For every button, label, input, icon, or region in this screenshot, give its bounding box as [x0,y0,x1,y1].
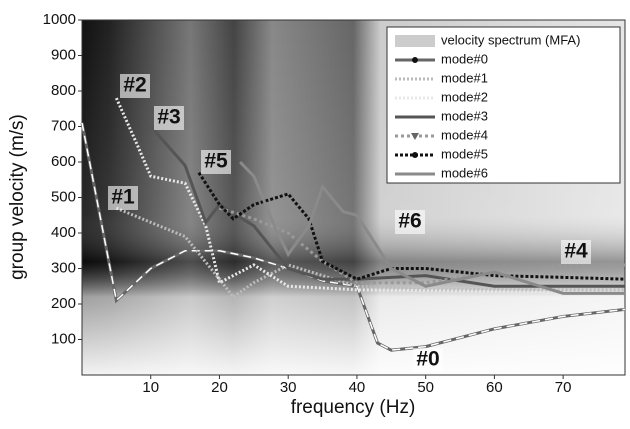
x-tick-label: 10 [142,379,159,396]
y-tick-label: 300 [51,259,76,276]
annotation: #5 [204,150,228,173]
mode-line [239,160,625,295]
annotation: #1 [111,186,135,209]
annotation: #0 [416,348,439,371]
annotation: #6 [398,210,421,233]
legend-label: mode#2 [441,89,488,104]
x-tick-label: 40 [349,379,366,396]
mode-line [114,97,626,295]
annotation: #3 [157,106,180,129]
legend-box [386,26,621,184]
x-tick-label: 20 [211,379,228,396]
mode-line [197,171,626,281]
legend-swatch [395,35,435,47]
y-tick-label: 1000 [43,11,76,28]
annotation-bg [201,150,231,174]
mode-line [149,125,625,288]
y-tick-label: 600 [51,153,76,170]
y-tick-label: 500 [51,188,76,205]
y-tick-label: 400 [51,224,76,241]
y-axis-label: group velocity (m/s) [7,114,28,280]
legend-label: mode#4 [441,127,488,142]
y-tick-label: 900 [51,46,76,63]
legend-label: mode#0 [441,51,488,66]
x-tick-label: 50 [417,379,434,396]
y-tick-label: 100 [51,330,76,347]
x-tick-label: 30 [280,379,297,396]
x-tick-label: 70 [555,379,572,396]
annotation-bg [108,186,138,210]
annotation-bg [395,210,425,234]
mode-line [115,206,625,299]
y-tick-label: 800 [51,82,76,99]
legend: velocity spectrum (MFA) mode#0 mode#1 mode#… [386,26,621,184]
x-tick-label: 60 [486,379,503,396]
x-axis-label: frequency (Hz) [291,397,416,418]
annotation: #2 [123,74,146,97]
annotation: #4 [564,240,588,263]
legend-label: mode#6 [441,165,488,180]
y-tick-label: 200 [51,295,76,312]
legend-label: mode#1 [441,70,488,85]
mode-line-highlight [81,122,626,351]
annotation-bg [120,74,150,98]
legend-marker [412,152,418,158]
annotation-bg [561,240,591,264]
legend-marker [412,57,418,63]
mode-line [219,206,625,285]
y-tick-label: 700 [51,117,76,134]
legend-label: velocity spectrum (MFA) [441,32,580,47]
annotation-bg [154,106,184,130]
legend-label: mode#5 [441,146,488,161]
annotation-bg [413,348,443,372]
legend-label: mode#3 [441,108,488,123]
legend-marker [411,133,419,140]
